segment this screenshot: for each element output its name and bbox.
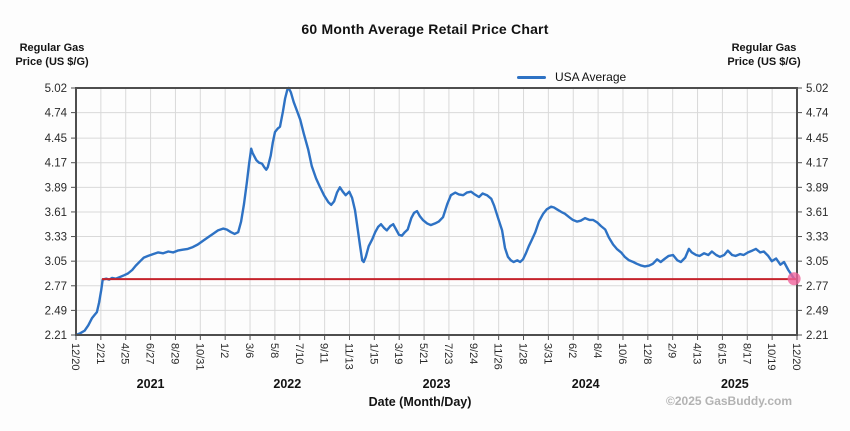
year-label: 2024 — [572, 377, 600, 391]
year-label: 2021 — [137, 377, 165, 391]
x-tick-label: 7/23 — [442, 343, 454, 364]
x-tick-label: 4/25 — [119, 343, 131, 364]
y-tick-label-right: 2.49 — [806, 305, 828, 317]
x-tick-label: 8/29 — [168, 343, 180, 364]
y-tick-label-right: 5.02 — [806, 83, 828, 95]
x-tick-label: 3/31 — [541, 343, 553, 364]
x-tick-label: 10/6 — [616, 343, 628, 364]
x-tick-label: 2/21 — [94, 343, 106, 364]
usa-average-line — [74, 86, 796, 337]
y-tick-label-left: 4.17 — [45, 158, 67, 170]
x-tick-label: 12/8 — [641, 343, 653, 364]
x-axis-title: Date (Month/Day) — [368, 395, 472, 409]
y-tick-label-right: 3.33 — [806, 232, 828, 244]
x-tick-label: 1/28 — [517, 343, 529, 364]
y-tick-label-left: 2.49 — [45, 305, 67, 317]
latest-price-marker — [787, 272, 801, 286]
x-tick-label: 9/11 — [318, 343, 330, 364]
y-tick-label-left: 4.45 — [45, 133, 67, 145]
y-tick-label-right: 3.89 — [806, 182, 828, 194]
x-tick-label: 6/15 — [715, 343, 727, 364]
x-tick-label: 1/15 — [367, 343, 379, 364]
y-tick-label-right: 4.45 — [806, 133, 828, 145]
y-tick-label-right: 2.77 — [806, 281, 828, 293]
y-axis-header-right: Regular Gas Price (US $/G) — [727, 42, 801, 69]
chart-title: 60 Month Average Retail Price Chart — [301, 21, 549, 37]
legend-label: USA Average — [555, 70, 627, 84]
legend: USA Average — [517, 70, 626, 84]
y-tick-label-right: 3.05 — [806, 256, 828, 268]
x-tick-label: 9/24 — [467, 343, 479, 364]
y-tick-label-right: 3.61 — [806, 207, 828, 219]
x-tick-label: 6/2 — [566, 343, 578, 358]
y-tick-label-left: 3.89 — [45, 182, 67, 194]
x-tick-label: 8/4 — [591, 343, 603, 358]
y-tick-label-right: 2.21 — [806, 330, 828, 342]
x-tick-label: 5/21 — [417, 343, 429, 364]
x-tick-label: 6/27 — [144, 343, 156, 364]
y-tick-label-right: 4.17 — [806, 158, 828, 170]
y-tick-label-left: 2.21 — [45, 330, 67, 342]
x-tick-label: 4/13 — [691, 343, 703, 364]
x-tick-label: 11/13 — [342, 343, 354, 370]
y-tick-label-left: 2.77 — [45, 281, 67, 293]
x-tick-label: 10/31 — [193, 343, 205, 371]
x-tick-label: 12/20 — [69, 343, 81, 371]
year-label: 2022 — [273, 377, 301, 391]
x-tick-label: 12/20 — [790, 343, 802, 371]
year-label: 2025 — [721, 377, 749, 391]
x-tick-label: 1/2 — [218, 343, 230, 358]
y-tick-label-left: 5.02 — [45, 83, 67, 95]
legend-line-swatch — [517, 75, 546, 79]
y-tick-label-left: 4.74 — [45, 108, 68, 120]
y-tick-label-left: 3.05 — [45, 256, 67, 268]
y-axis-header-left: Regular Gas Price (US $/G) — [15, 42, 89, 69]
year-label: 2023 — [423, 377, 451, 391]
x-tick-label: 3/6 — [243, 343, 255, 358]
x-tick-label: 11/26 — [492, 343, 504, 370]
x-tick-label: 5/8 — [268, 343, 280, 358]
y-tick-label-left: 3.61 — [45, 207, 67, 219]
x-tick-label: 10/19 — [765, 343, 777, 371]
x-tick-label: 3/19 — [392, 343, 404, 364]
plot-border — [75, 87, 798, 336]
copyright-text: ©2025 GasBuddy.com — [666, 394, 792, 408]
x-tick-label: 7/10 — [293, 343, 305, 364]
y-tick-label-right: 4.74 — [806, 108, 829, 120]
x-tick-label: 8/17 — [740, 343, 752, 364]
y-tick-label-left: 3.33 — [45, 232, 67, 244]
x-tick-label: 2/9 — [666, 343, 678, 358]
